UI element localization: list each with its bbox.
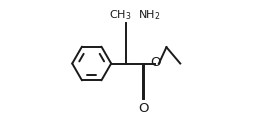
Text: NH$_2$: NH$_2$ xyxy=(138,8,161,22)
Text: O: O xyxy=(150,56,161,69)
Text: O: O xyxy=(138,102,149,115)
Text: CH$_3$: CH$_3$ xyxy=(109,8,132,22)
